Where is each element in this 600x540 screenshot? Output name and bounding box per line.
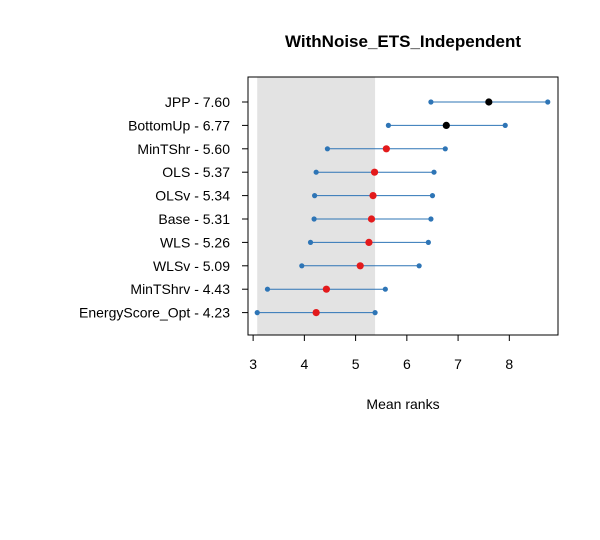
method-label: BottomUp - 6.77 — [128, 117, 230, 133]
x-tick-label: 4 — [300, 356, 308, 372]
mean-rank-point — [369, 192, 377, 200]
chart-title: WithNoise_ETS_Independent — [285, 32, 521, 51]
interval-upper-point — [428, 216, 434, 222]
interval-lower-point — [311, 216, 317, 222]
method-label: Base - 5.31 — [158, 211, 230, 227]
interval-upper-point — [416, 263, 422, 269]
x-tick-label: 3 — [249, 356, 257, 372]
mean-rank-point — [382, 145, 390, 153]
interval-upper-point — [442, 146, 448, 152]
method-label: JPP - 7.60 — [165, 94, 230, 110]
interval-lower-point — [385, 122, 391, 128]
mean-rank-point — [322, 285, 330, 293]
mean-rank-point — [356, 262, 364, 270]
interval-lower-point — [307, 239, 314, 245]
x-tick-label: 5 — [352, 356, 360, 372]
interval-lower-point — [313, 169, 319, 175]
method-label: MinTShr - 5.60 — [137, 141, 230, 157]
method-label: WLSv - 5.09 — [153, 258, 230, 274]
interval-upper-point — [372, 310, 378, 316]
interval-lower-point — [299, 263, 305, 269]
method-label: OLSv - 5.34 — [155, 188, 230, 204]
mean-rank-point — [442, 121, 450, 129]
method-label: EnergyScore_Opt - 4.23 — [79, 305, 230, 321]
x-tick-label: 6 — [403, 356, 411, 372]
method-label: WLS - 5.26 — [160, 234, 230, 250]
mean-rank-point — [367, 215, 376, 223]
interval-upper-point — [545, 99, 551, 105]
shaded-interval — [257, 77, 376, 335]
x-tick-label: 7 — [454, 356, 462, 372]
interval-upper-point — [425, 239, 431, 245]
interval-upper-point — [429, 193, 436, 199]
interval-upper-point — [382, 286, 388, 292]
x-axis-title: Mean ranks — [366, 396, 439, 412]
interval-lower-point — [428, 99, 434, 105]
interval-upper-point — [431, 169, 437, 175]
mean-rank-point — [365, 238, 373, 246]
interval-lower-point — [312, 193, 318, 199]
mean-rank-point — [485, 98, 493, 106]
interval-lower-point — [264, 286, 271, 292]
mean-rank-point — [370, 168, 379, 176]
method-label: MinTShrv - 4.43 — [130, 281, 230, 297]
mean-rank-point — [312, 309, 320, 317]
interval-lower-point — [254, 310, 260, 316]
interval-upper-point — [502, 122, 508, 128]
plot-area: JPP - 7.60 BottomUp - 6.77 MinTShr - 5.60 O… — [79, 76, 559, 372]
x-tick-label: 8 — [505, 356, 513, 372]
method-label: OLS - 5.37 — [162, 164, 230, 180]
interval-lower-point — [324, 146, 331, 152]
